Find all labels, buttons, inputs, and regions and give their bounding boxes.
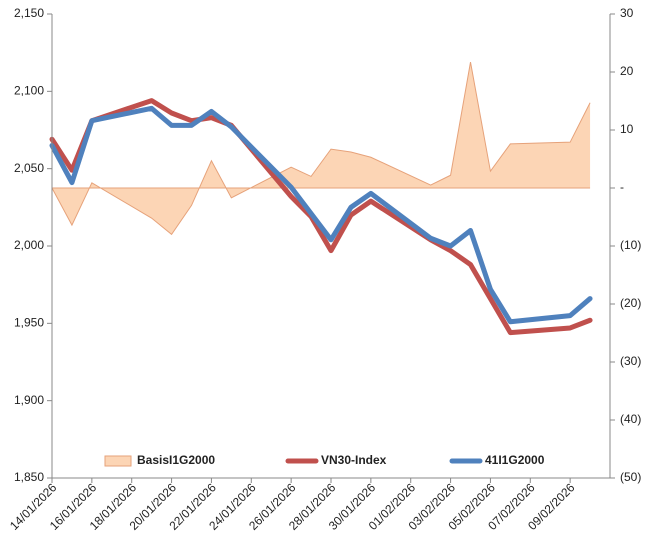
y-tick-label: 2,100 [14,84,44,98]
y-tick-label: 1,850 [14,470,44,484]
y2-tick-label: 30 [620,6,634,20]
y2-tick-label: (20) [620,296,641,310]
y-tick-label: 2,000 [14,238,44,252]
legend-swatch [104,455,132,467]
line [49,98,593,336]
y-tick-label: 2,150 [14,6,44,20]
y2-tick-label: (10) [620,238,641,252]
y2-tick-label: 20 [620,64,634,78]
legend-label: BasisI1G2000 [137,453,215,467]
y2-tick-label: (40) [620,412,641,426]
legend-label: VN30-Index [321,453,387,467]
y-tick-label: 2,050 [14,161,44,175]
y2-tick-label: (50) [620,470,641,484]
legend-label: 41I1G2000 [485,453,545,467]
area-edge [51,62,591,236]
y2-tick-label: - [620,180,624,194]
legend: BasisI1G2000 VN30-Index 41I1G2000 [104,453,545,467]
y2-tick-label: 10 [620,122,634,136]
y2-tick-label: (30) [620,354,641,368]
area-fill [52,62,591,235]
y-tick-label: 1,950 [14,316,44,330]
y-tick-label: 1,900 [14,393,44,407]
line [49,105,593,325]
